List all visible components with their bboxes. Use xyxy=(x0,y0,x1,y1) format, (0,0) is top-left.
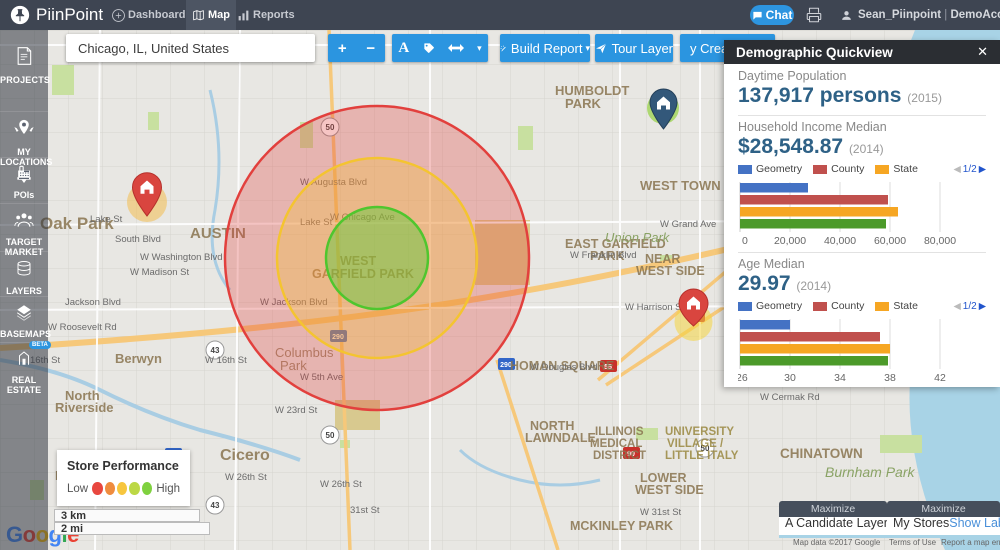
svg-text:34: 34 xyxy=(834,372,846,384)
svg-text:26: 26 xyxy=(738,372,748,384)
svg-text:30: 30 xyxy=(784,372,796,384)
svg-text:60,000: 60,000 xyxy=(874,235,906,247)
svg-text:38: 38 xyxy=(884,372,896,384)
svg-text:80,000: 80,000 xyxy=(924,235,956,247)
svg-text:0: 0 xyxy=(742,235,748,247)
svg-text:40,000: 40,000 xyxy=(824,235,856,247)
svg-text:20,000: 20,000 xyxy=(774,235,806,247)
svg-text:42: 42 xyxy=(934,372,946,384)
